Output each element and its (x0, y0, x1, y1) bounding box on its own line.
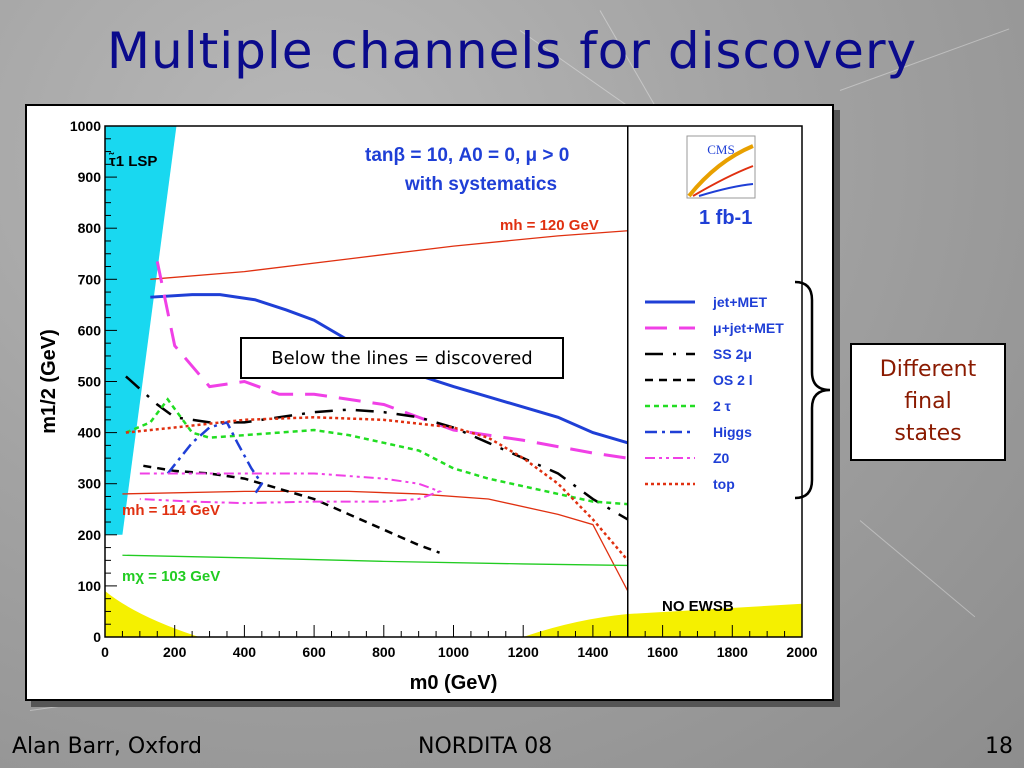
cms-logo-track (692, 165, 754, 197)
series-line-2 (125, 375, 629, 521)
y-tick-label: 200 (78, 527, 102, 543)
x-tick-label: 1600 (647, 644, 678, 660)
y-tick-label: 600 (78, 322, 102, 338)
params-line-1: tanβ = 10, A0 = 0, μ > 0 (365, 145, 569, 166)
series-line-5 (166, 420, 264, 495)
x-tick-label: 200 (163, 644, 187, 660)
cms-logo-track (687, 144, 754, 198)
series-line-7 (125, 416, 629, 562)
series-line-3 (143, 464, 440, 554)
x-tick-label: 1200 (508, 644, 539, 660)
legend-label-4: 2 τ (713, 398, 732, 414)
states-line-1: Different (879, 357, 977, 382)
stau-lsp-label: τ̃1 LSP (109, 152, 158, 170)
footer-event: NORDITA 08 (418, 734, 553, 759)
legend-label-5: Higgs (713, 424, 752, 440)
series-line-6 (139, 472, 443, 505)
final-states-box: Different final states (850, 343, 1006, 461)
y-tick-label: 1000 (70, 118, 101, 134)
reference-curve-1 (122, 490, 629, 592)
reference-curve-0 (150, 230, 628, 280)
y-axis-label: m1/2 (GeV) (38, 329, 60, 433)
y-tick-label: 300 (78, 476, 102, 492)
y-tick-label: 100 (78, 578, 102, 594)
cms-logo-track (698, 183, 754, 197)
y-tick-label: 900 (78, 169, 102, 185)
x-tick-label: 0 (101, 644, 109, 660)
discovery-plot: 0 200 400 600 800 1000 1200 1400 1600 1800 2000 0 10… (38, 118, 818, 694)
no-ewsb-label: NO EWSB (662, 598, 734, 615)
x-tick-label: 600 (302, 644, 326, 660)
legend-label-2: SS 2μ (713, 346, 752, 362)
footer-page-number: 18 (985, 734, 1013, 759)
y-tick-label: 400 (78, 425, 102, 441)
x-tick-label: 800 (372, 644, 396, 660)
mchi-label: mχ = 103 GeV (122, 568, 220, 585)
x-tick-label: 1400 (577, 644, 608, 660)
x-tick-label: 1000 (438, 644, 469, 660)
luminosity-label: 1 fb-1 (699, 207, 752, 229)
lep-excluded-region (105, 591, 200, 637)
states-line-3: states (894, 421, 962, 446)
y-tick-label: 500 (78, 374, 102, 390)
plot-frame (104, 125, 803, 638)
x-axis-label: m0 (GeV) (410, 672, 498, 694)
x-tick-label: 2000 (786, 644, 817, 660)
x-tick-label: 1800 (717, 644, 748, 660)
legend-label-7: top (713, 476, 735, 492)
slide-title: Multiple channels for discovery (106, 22, 918, 80)
curly-brace-icon (794, 280, 831, 500)
mh120-label: mh = 120 GeV (500, 217, 599, 234)
cms-logo-text: CMS (707, 142, 734, 157)
mh114-label: mh = 114 GeV (122, 502, 220, 519)
y-tick-label: 0 (93, 629, 101, 645)
series-line-1 (155, 261, 628, 460)
states-line-2: final (904, 389, 952, 414)
figure-frame: 0 200 400 600 800 1000 1200 1400 1600 1800 2000 0 10… (25, 104, 834, 701)
footer-author: Alan Barr, Oxford (12, 734, 203, 759)
y-tick-label: 700 (78, 271, 102, 287)
y-tick-label: 800 (78, 220, 102, 236)
reference-curve-2 (122, 554, 628, 567)
series-line-4 (125, 397, 628, 506)
discovery-callout: Below the lines = discovered (240, 337, 564, 379)
x-tick-label: 400 (233, 644, 257, 660)
legend-label-0: jet+MET (712, 294, 768, 310)
legend-label-6: Z0 (713, 450, 730, 466)
legend-label-3: OS 2 l (713, 372, 753, 388)
stau-lsp-region (105, 126, 177, 535)
params-line-2: with systematics (404, 174, 557, 195)
legend-label-1: μ+jet+MET (713, 320, 784, 336)
